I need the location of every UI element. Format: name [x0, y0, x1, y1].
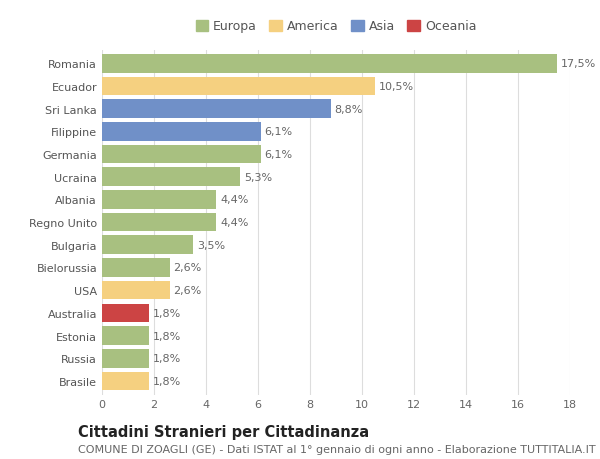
Bar [102, 123, 260, 141]
Text: 6,1%: 6,1% [265, 150, 293, 160]
Text: 5,3%: 5,3% [244, 172, 272, 182]
Text: 17,5%: 17,5% [561, 59, 596, 69]
Text: Cittadini Stranieri per Cittadinanza: Cittadini Stranieri per Cittadinanza [78, 425, 369, 440]
Bar [102, 213, 217, 232]
Legend: Europa, America, Asia, Oceania: Europa, America, Asia, Oceania [191, 16, 481, 39]
Text: 1,8%: 1,8% [153, 376, 181, 386]
Bar [102, 236, 193, 255]
Bar [102, 304, 149, 323]
Text: 1,8%: 1,8% [153, 308, 181, 318]
Bar [102, 146, 260, 164]
Text: 1,8%: 1,8% [153, 353, 181, 364]
Bar [102, 55, 557, 73]
Text: COMUNE DI ZOAGLI (GE) - Dati ISTAT al 1° gennaio di ogni anno - Elaborazione TUT: COMUNE DI ZOAGLI (GE) - Dati ISTAT al 1°… [78, 444, 596, 454]
Bar [102, 281, 170, 300]
Bar [102, 326, 149, 345]
Bar [102, 258, 170, 277]
Text: 2,6%: 2,6% [173, 285, 202, 296]
Bar [102, 168, 240, 187]
Text: 8,8%: 8,8% [335, 104, 363, 114]
Text: 3,5%: 3,5% [197, 240, 225, 250]
Bar [102, 78, 375, 96]
Text: 4,4%: 4,4% [220, 218, 248, 228]
Text: 10,5%: 10,5% [379, 82, 414, 92]
Text: 2,6%: 2,6% [173, 263, 202, 273]
Bar [102, 349, 149, 368]
Text: 4,4%: 4,4% [220, 195, 248, 205]
Bar [102, 372, 149, 391]
Text: 1,8%: 1,8% [153, 331, 181, 341]
Bar [102, 100, 331, 119]
Text: 6,1%: 6,1% [265, 127, 293, 137]
Bar [102, 190, 217, 209]
